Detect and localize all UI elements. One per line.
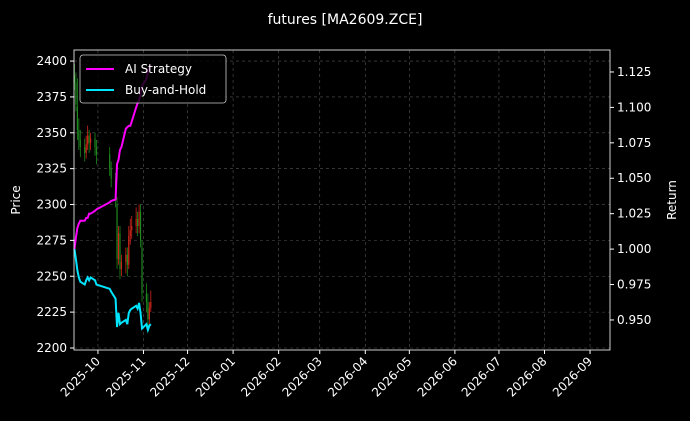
candle-body [119,233,121,270]
y2-tick-label: 1.000 [617,242,651,256]
candle-body [129,230,131,237]
candle-body [88,135,90,143]
chart-title: futures [MA2609.ZCE] [268,12,423,28]
candle-body [128,236,130,265]
candle-body [87,135,89,145]
candle-body [109,154,111,169]
candle-body [137,218,139,227]
candle-body [95,147,98,155]
candle-body [131,226,133,231]
candle-body [79,139,81,148]
candle-body [150,302,152,308]
y-tick-label: 2350 [36,126,67,140]
candle-body [76,106,78,130]
candle-body [117,233,120,260]
y-tick-label: 2275 [36,233,67,247]
candle-body [141,247,143,294]
y-tick-label: 2325 [36,162,67,176]
candle-body [148,307,150,320]
y-tick-label: 2375 [36,90,67,104]
candle-body [147,302,149,320]
y2-tick-label: 1.075 [617,136,651,150]
candle-body [94,138,96,148]
y-tick-label: 2200 [36,341,67,355]
candle-body [73,75,76,83]
y2-tick-label: 1.025 [617,207,651,221]
y-tick-label: 2250 [36,269,67,283]
candle-body [139,211,142,241]
candle-body [116,204,118,260]
y2-tick-label: 0.975 [617,278,651,292]
candle-body [89,138,92,143]
candle-body [75,82,77,105]
y-tick-label: 2300 [36,198,67,212]
series-line [73,248,152,334]
candle-body [145,293,148,303]
legend-box [79,54,227,104]
candle-body [135,218,137,227]
candle-body [84,147,86,153]
legend-label: Buy-and-Hold [125,83,206,97]
candle-body [126,254,128,265]
candle-body [138,211,140,227]
candle-body [110,168,112,179]
y2-tick-label: 1.050 [617,171,651,185]
candle-body [125,254,127,262]
y-tick-label: 2225 [36,305,67,319]
y2-axis-label: Return [665,180,679,220]
candle-body [85,144,87,153]
y2-tick-label: 1.100 [617,100,651,114]
candle-body [78,129,80,140]
y2-tick-label: 1.125 [617,65,651,79]
y2-tick-label: 0.950 [617,313,651,327]
candle-body [120,261,123,270]
y-axis-label: Price [9,185,23,214]
y-tick-label: 2400 [36,54,67,68]
plot-frame [73,49,611,351]
legend-label: AI Strategy [125,62,192,76]
